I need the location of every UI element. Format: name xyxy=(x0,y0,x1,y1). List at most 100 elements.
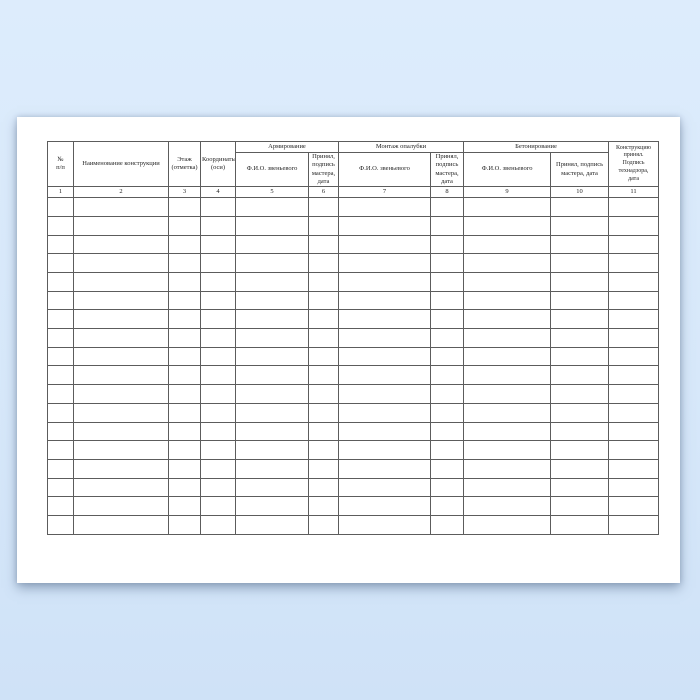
empty-cell xyxy=(47,309,74,330)
column-number-11: 11 xyxy=(608,186,660,199)
empty-cell xyxy=(235,402,309,423)
group-header-formwork: Монтаж опалубки xyxy=(337,141,465,153)
empty-cell xyxy=(608,253,660,273)
empty-cell xyxy=(47,514,74,535)
empty-cell xyxy=(168,477,201,498)
empty-cell xyxy=(463,215,552,236)
column-number-2: 2 xyxy=(73,186,169,199)
empty-cell xyxy=(338,272,431,292)
empty-cell xyxy=(73,402,169,423)
empty-cell xyxy=(200,458,236,479)
empty-cell xyxy=(608,215,660,236)
empty-cell xyxy=(550,290,610,311)
empty-cell xyxy=(73,458,169,479)
empty-cell xyxy=(429,514,465,535)
empty-cell xyxy=(200,328,236,348)
empty-cell xyxy=(550,458,610,479)
empty-cell xyxy=(73,384,169,404)
empty-cell xyxy=(200,421,236,442)
column-number-3: 3 xyxy=(168,186,201,199)
empty-cell xyxy=(73,290,169,311)
empty-cell xyxy=(463,514,552,535)
empty-cell xyxy=(235,328,309,348)
header-reinforcement-foreman-signature: Принял, подпись мастера, дата xyxy=(308,151,339,188)
empty-cell xyxy=(429,421,465,442)
empty-cell xyxy=(550,234,610,255)
table-header: № п/п Наименование конструкции Этаж (отм… xyxy=(47,140,660,199)
empty-cell xyxy=(168,384,201,404)
empty-cell xyxy=(463,365,552,386)
empty-cell xyxy=(168,215,201,236)
empty-cell xyxy=(73,440,169,460)
empty-cell xyxy=(550,328,610,348)
empty-cell xyxy=(608,496,660,516)
empty-cell xyxy=(200,402,236,423)
paper-page: № п/п Наименование конструкции Этаж (отм… xyxy=(17,117,680,583)
empty-cell xyxy=(73,215,169,236)
empty-cell xyxy=(608,421,660,442)
empty-cell xyxy=(168,514,201,535)
empty-cell xyxy=(608,365,660,386)
empty-cell xyxy=(463,402,552,423)
empty-cell xyxy=(338,309,431,330)
empty-cell xyxy=(608,384,660,404)
empty-cell xyxy=(463,197,552,217)
empty-cell xyxy=(608,514,660,535)
empty-cell xyxy=(608,197,660,217)
empty-cell xyxy=(608,346,660,367)
table-row xyxy=(47,440,660,460)
empty-cell xyxy=(338,458,431,479)
header-row-number: № п/п xyxy=(47,140,74,188)
empty-cell xyxy=(73,253,169,273)
header-concreting-team-lead-name: Ф.И.О. звеньевого xyxy=(463,151,552,188)
table-row xyxy=(47,477,660,498)
empty-cell xyxy=(308,365,339,386)
table-row xyxy=(47,328,660,348)
empty-cell xyxy=(47,365,74,386)
empty-cell xyxy=(308,458,339,479)
empty-cell xyxy=(235,272,309,292)
empty-cell xyxy=(200,309,236,330)
empty-cell xyxy=(308,272,339,292)
empty-cell xyxy=(168,309,201,330)
empty-cell xyxy=(168,421,201,442)
empty-cell xyxy=(200,384,236,404)
table-row xyxy=(47,365,660,386)
table-row xyxy=(47,253,660,273)
empty-cell xyxy=(200,514,236,535)
table-row xyxy=(47,384,660,404)
empty-cell xyxy=(308,346,339,367)
empty-cell xyxy=(608,402,660,423)
empty-cell xyxy=(608,440,660,460)
empty-cell xyxy=(550,346,610,367)
empty-cell xyxy=(550,215,610,236)
empty-cell xyxy=(608,234,660,255)
empty-cell xyxy=(463,253,552,273)
empty-cell xyxy=(168,290,201,311)
header-concreting-foreman-signature: Принял, подпись мастера, дата xyxy=(550,151,610,188)
empty-cell xyxy=(338,402,431,423)
empty-cell xyxy=(235,514,309,535)
empty-cell xyxy=(338,496,431,516)
empty-cell xyxy=(200,272,236,292)
empty-cell xyxy=(429,365,465,386)
empty-cell xyxy=(235,309,309,330)
empty-cell xyxy=(168,197,201,217)
empty-cell xyxy=(235,421,309,442)
empty-cell xyxy=(429,477,465,498)
empty-cell xyxy=(308,215,339,236)
empty-cell xyxy=(168,234,201,255)
empty-cell xyxy=(73,309,169,330)
empty-cell xyxy=(168,365,201,386)
empty-cell xyxy=(338,384,431,404)
empty-cell xyxy=(200,215,236,236)
empty-cell xyxy=(47,458,74,479)
header-reinforcement-team-lead-name: Ф.И.О. звеньевого xyxy=(235,151,309,188)
empty-cell xyxy=(200,496,236,516)
empty-cell xyxy=(235,346,309,367)
empty-cell xyxy=(608,309,660,330)
empty-cell xyxy=(168,253,201,273)
empty-cell xyxy=(550,272,610,292)
empty-cell xyxy=(429,346,465,367)
table-row xyxy=(47,272,660,292)
